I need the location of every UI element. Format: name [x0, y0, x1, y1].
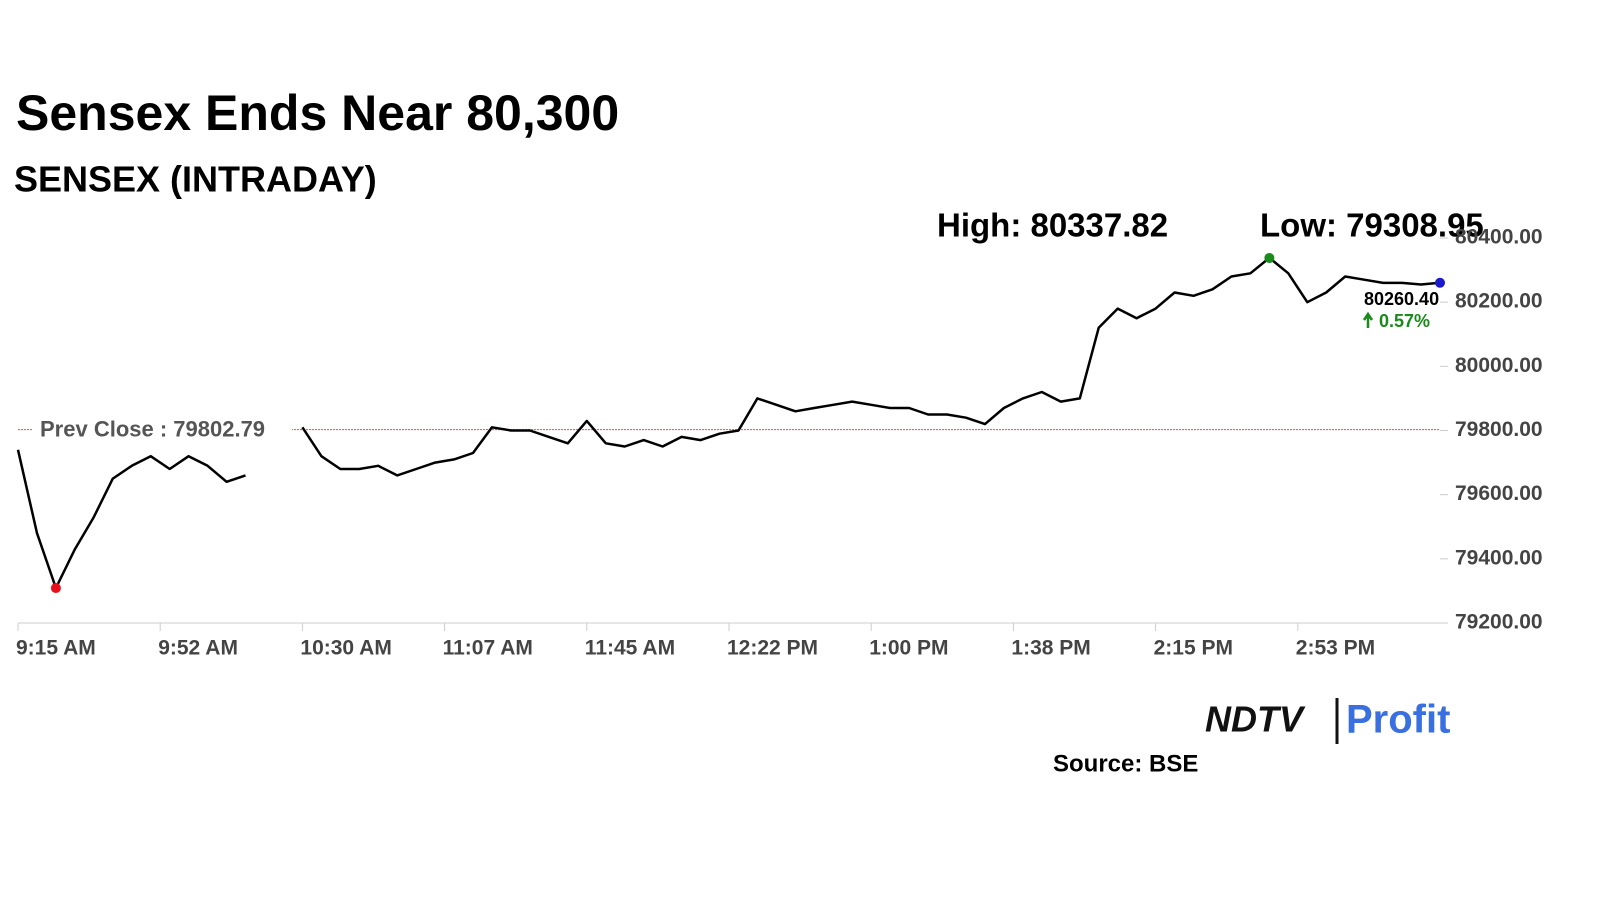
x-tick-label: 2:53 PM [1296, 637, 1375, 660]
change-label: 0.57% [1379, 311, 1430, 331]
y-tick-label: 79200.00 [1455, 611, 1543, 634]
last-value-label: 80260.40 [1364, 289, 1439, 309]
x-tick-label: 10:30 AM [300, 637, 391, 660]
x-tick-label: 1:00 PM [869, 637, 948, 660]
low-marker [50, 583, 61, 594]
high-label: High: 80337.82 [937, 207, 1168, 244]
y-tick-label: 80200.00 [1455, 290, 1543, 313]
y-tick-label: 79800.00 [1455, 418, 1543, 441]
last-marker [1435, 277, 1445, 288]
x-tick-label: 11:45 AM [585, 637, 675, 660]
x-tick-label: 9:15 AM [16, 637, 96, 660]
chart-subtitle: SENSEX (INTRADAY) [14, 159, 377, 200]
up-arrow [1362, 311, 1374, 328]
x-tick-label: 2:15 PM [1154, 637, 1233, 660]
y-tick-label: 80000.00 [1455, 354, 1543, 377]
low-label: Low: 79308.95 [1260, 207, 1484, 244]
x-tick-label: 12:22 PM [727, 637, 818, 660]
logo-ndtv: NDTV [1205, 699, 1306, 740]
high-marker [1264, 252, 1275, 263]
logo-profit: Profit [1346, 698, 1450, 742]
source: Source: BSE [1053, 750, 1198, 777]
x-tick-label: 1:38 PM [1011, 637, 1090, 660]
y-tick-label: 79400.00 [1455, 546, 1543, 569]
chart-title: Sensex Ends Near 80,300 [16, 85, 619, 141]
prev-close-bg [32, 415, 292, 442]
x-tick-label: 9:52 AM [158, 637, 238, 660]
y-tick-label: 80400.00 [1455, 226, 1543, 249]
prev-close-label: Prev Close : 79802.79 [40, 416, 265, 441]
y-tick-label: 79600.00 [1455, 482, 1543, 505]
x-tick-label: 11:07 AM [443, 637, 533, 660]
